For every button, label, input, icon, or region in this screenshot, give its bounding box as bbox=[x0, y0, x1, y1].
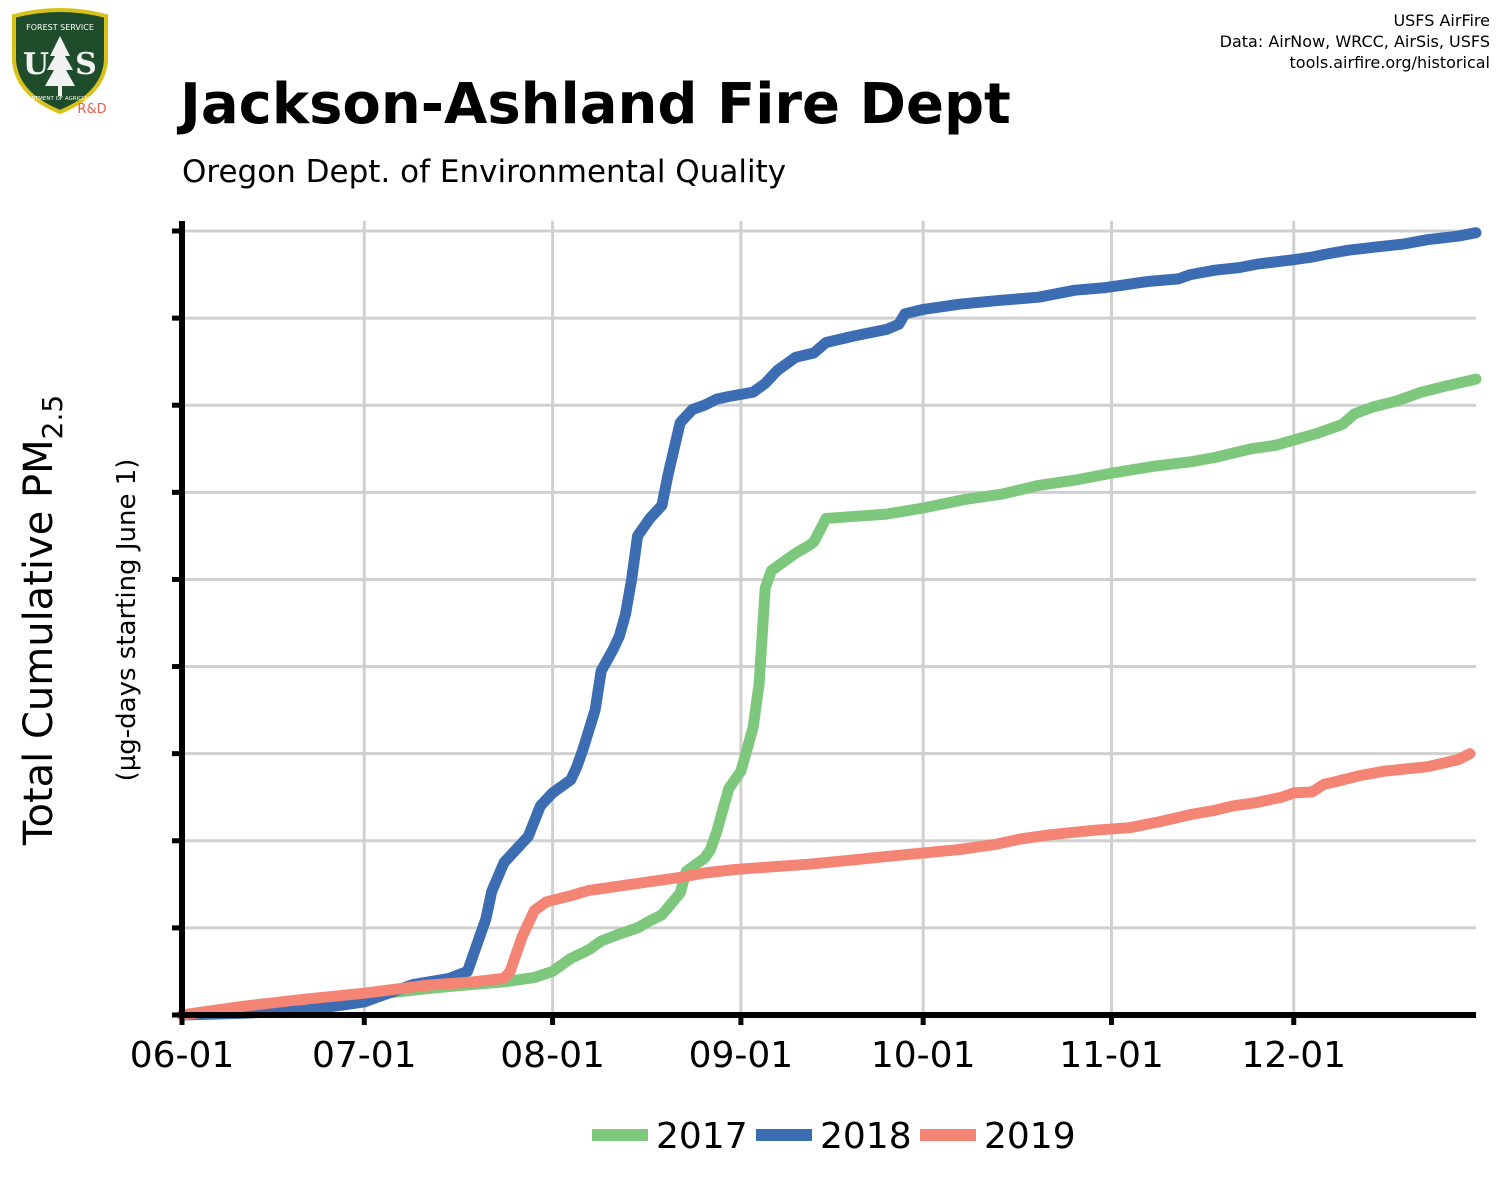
legend-item-2017: 2017 bbox=[592, 1116, 748, 1157]
logo-tree-icon bbox=[45, 36, 75, 96]
x-tick-label: 07-01 bbox=[312, 1035, 417, 1076]
axes bbox=[172, 221, 1476, 1025]
x-tick-label: 06-01 bbox=[130, 1035, 235, 1076]
legend-label: 2018 bbox=[820, 1116, 912, 1157]
forest-service-logo: FOREST SERVICE U S DEPARTMENT OF AGRICUL… bbox=[8, 8, 112, 118]
logo-top-text: FOREST SERVICE bbox=[26, 23, 94, 32]
logo-letter-u: U bbox=[23, 47, 49, 82]
legend-item-2018: 2018 bbox=[756, 1116, 912, 1157]
forest-service-shield-icon: FOREST SERVICE U S DEPARTMENT OF AGRICUL… bbox=[12, 8, 108, 117]
x-tick-label: 12-01 bbox=[1241, 1035, 1346, 1076]
credits: USFS AirFire Data: AirNow, WRCC, AirSis,… bbox=[1220, 10, 1490, 73]
legend: 2017 2018 2019 bbox=[592, 1116, 1076, 1157]
series-layer bbox=[176, 227, 1482, 1021]
credit-line: Data: AirNow, WRCC, AirSis, USFS bbox=[1219, 32, 1490, 51]
credit-line: USFS AirFire bbox=[1393, 11, 1490, 30]
y-axis-label-text: Total Cumulative PM bbox=[16, 439, 62, 846]
y-axis-label-subscript: 2.5 bbox=[36, 395, 69, 440]
x-tick-labels: 06-01 07-01 08-01 09-01 10-01 11-01 12-01 bbox=[130, 1035, 1346, 1076]
series-line-2017 bbox=[176, 373, 1482, 1021]
y-axis-label: Total Cumulative PM2.5 bbox=[16, 395, 69, 846]
legend-label: 2019 bbox=[984, 1116, 1076, 1157]
x-tick-label: 08-01 bbox=[500, 1035, 605, 1076]
legend-item-2019: 2019 bbox=[920, 1116, 1076, 1157]
logo-bottom-text: DEPARTMENT OF AGRICULTURE bbox=[17, 96, 104, 102]
x-tick-label: 10-01 bbox=[871, 1035, 976, 1076]
chart-title: Jackson-Ashland Fire Dept bbox=[180, 72, 1011, 137]
credit-line: tools.airfire.org/historical bbox=[1289, 53, 1490, 72]
logo-letter-s: S bbox=[75, 47, 97, 82]
y-axis-units-label: (µg-days starting June 1) bbox=[112, 459, 142, 782]
series-line-2018 bbox=[176, 227, 1482, 1021]
logo-badge: R&D bbox=[77, 102, 106, 117]
legend-label: 2017 bbox=[656, 1116, 748, 1157]
x-tick-label: 11-01 bbox=[1059, 1035, 1164, 1076]
series-line-2019 bbox=[176, 748, 1476, 1021]
grid bbox=[182, 221, 1476, 1015]
x-tick-label: 09-01 bbox=[689, 1035, 794, 1076]
chart-subtitle: Oregon Dept. of Environmental Quality bbox=[182, 154, 787, 190]
